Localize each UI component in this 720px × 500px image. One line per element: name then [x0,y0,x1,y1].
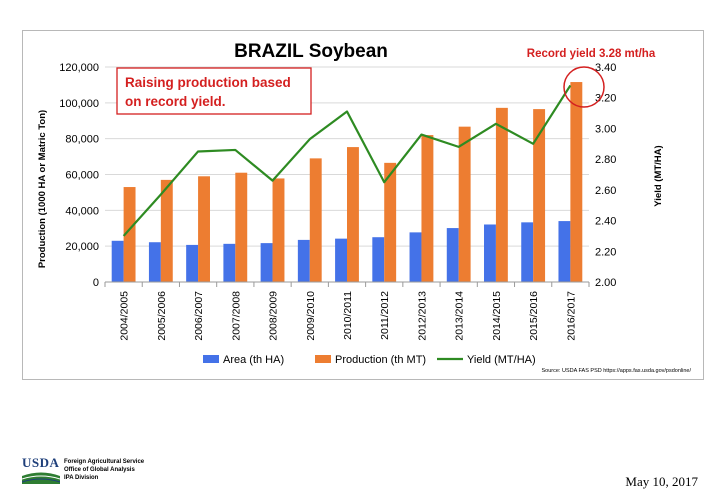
axes: 0 20,000 40,000 60,000 80,000 100,000 120,000 2… [59,62,616,341]
usda-field-icon [22,470,60,484]
x-tick-label: 2015/2016 [528,291,540,341]
record-yield-circle [563,66,605,108]
record-yield-annotation: Record yield 3.28 mt/ha [527,48,656,60]
left-tick-label: 60,000 [65,170,99,182]
legend-swatch [315,355,331,363]
x-tick-label: 2007/2008 [230,291,242,341]
yield-line-layer [122,84,572,237]
org-line-2: Office of Global Analysis [64,467,135,473]
area-bar [372,237,385,282]
org-line-1: Foreign Agricultural Service [64,459,145,465]
production-bar [495,107,508,282]
production-bar [235,172,248,282]
area-bar [297,239,310,282]
date-text: May 10, 2017 [625,474,698,489]
production-bar [347,147,359,282]
legend: Area (th HA) Production (th MT) Yield (MT/… [203,354,536,366]
left-tick-label: 20,000 [65,241,99,253]
org-lines: Foreign Agricultural Service Office of G… [64,458,144,482]
right-tick-label: 2.60 [595,185,616,197]
legend-label: Yield (MT/HA) [467,354,536,366]
production-bar [160,179,173,282]
area-bar [446,228,459,282]
area-bar [186,244,199,282]
left-tick-label: 40,000 [65,205,99,217]
x-tick-label: 2014/2015 [491,291,503,341]
bars [111,82,583,283]
x-tick-label: 2013/2014 [454,291,466,341]
yield-line [122,84,572,237]
annotation-box-line2: on record yield. [125,94,226,109]
area-bar [484,224,496,282]
right-axis-label: Yield (MT/HA) [653,145,664,206]
x-tick-label: 2012/2013 [416,291,428,341]
production-bar [384,162,397,282]
right-tick-label: 3.40 [595,62,616,74]
legend-swatch [203,355,219,363]
annotation-box-line1: Raising production based [125,75,291,90]
production-bar [198,176,210,282]
area-bar [148,242,161,282]
footer-organization: USDA Foreign Agricultural Service Office… [22,455,144,485]
source-note: Source: USDA FAS PSD https://apps.fas.us… [542,368,692,374]
org-line-3: IPA Division [64,475,99,481]
legend-label: Production (th MT) [335,354,426,366]
usda-logo-text: USDA [22,455,60,470]
right-tick-label: 3.20 [595,93,616,105]
right-tick-label: 2.00 [595,277,616,289]
right-tick-label: 2.80 [595,154,616,166]
x-tick-label: 2010/2011 [342,291,354,340]
usda-logo: USDA [22,455,60,485]
production-bar [309,158,322,282]
x-tick-label: 2005/2006 [156,291,168,341]
x-tick-label: 2006/2007 [193,291,205,341]
area-bar [558,221,571,282]
left-tick-label: 0 [93,277,99,289]
right-tick-label: 3.00 [595,123,616,135]
x-tick-label: 2016/2017 [565,291,577,341]
production-bar [123,187,136,282]
area-bar [260,243,273,282]
right-tick-label: 2.40 [595,216,616,228]
chart-title: BRAZIL Soybean [234,41,388,62]
left-tick-label: 120,000 [59,62,99,74]
annotation-box: Raising production based on record yield… [116,67,312,115]
left-tick-label: 80,000 [65,134,99,146]
chart-frame: 0 20,000 40,000 60,000 80,000 100,000 120,000 2… [22,30,704,380]
left-axis-label: Production (1000 HA or Matric Ton) [37,110,48,268]
legend-label: Area (th HA) [223,354,284,366]
area-bar [223,243,236,282]
production-bar [272,178,285,282]
production-bar [570,82,583,282]
left-tick-label: 100,000 [59,98,99,110]
x-tick-label: 2004/2005 [119,291,131,341]
chart: 0 20,000 40,000 60,000 80,000 100,000 120,000 2… [37,41,692,374]
production-bar [458,126,471,282]
production-bar [421,135,434,282]
x-tick-label: 2008/2009 [268,291,280,341]
production-bar [533,109,546,283]
area-bar [409,232,422,282]
x-tick-label: 2009/2010 [305,291,317,341]
area-bar [521,222,534,282]
area-bar [335,238,347,282]
right-tick-label: 2.20 [595,246,616,258]
x-tick-label: 2011/2012 [379,291,391,340]
area-bar [111,240,124,282]
